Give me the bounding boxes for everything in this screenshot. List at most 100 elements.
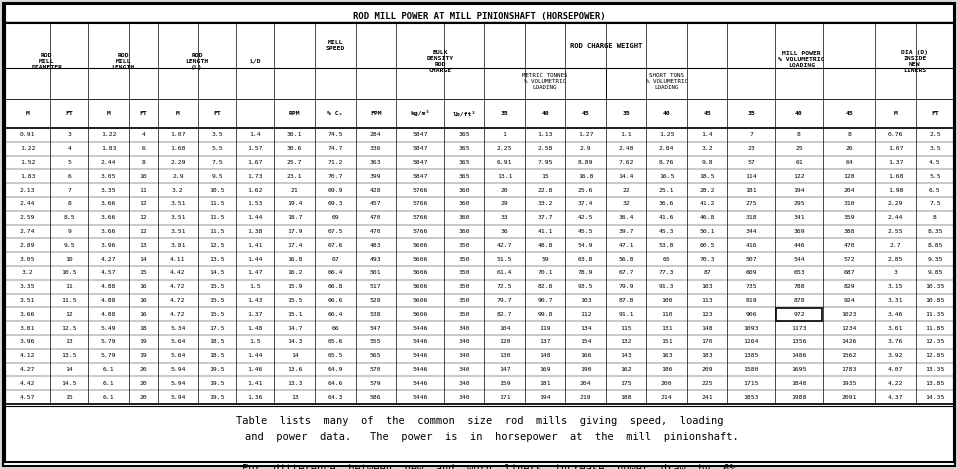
Text: 1580: 1580 [743,367,759,372]
Text: 15.5: 15.5 [210,298,225,303]
Text: 501: 501 [370,271,381,275]
Text: 66.4: 66.4 [328,312,343,317]
Text: 1.36: 1.36 [247,394,263,400]
Bar [776,308,822,321]
Text: M: M [894,111,898,116]
Text: 1173: 1173 [791,325,807,331]
Text: 2.58: 2.58 [537,146,553,151]
Text: 53.8: 53.8 [659,243,674,248]
Text: 284: 284 [370,132,381,137]
Text: 69: 69 [331,215,339,220]
Text: 214: 214 [661,394,673,400]
Text: 171: 171 [499,394,511,400]
Text: 181: 181 [745,188,757,193]
Text: 788: 788 [793,284,805,289]
Text: 16.5: 16.5 [659,174,674,179]
Text: 200: 200 [661,381,673,386]
Text: 56.8: 56.8 [619,257,634,262]
Text: 36: 36 [501,229,509,234]
Text: 360: 360 [458,188,469,193]
Text: 113: 113 [701,298,713,303]
Text: 11.5: 11.5 [210,201,225,206]
Text: 18.5: 18.5 [210,353,225,358]
Text: 151: 151 [661,340,673,344]
Text: 310: 310 [843,201,855,206]
Text: 6.1: 6.1 [103,394,115,400]
Text: 538: 538 [370,312,381,317]
Text: 493: 493 [370,257,381,262]
Text: 340: 340 [458,325,469,331]
Text: 350: 350 [458,312,469,317]
Text: 365: 365 [458,160,469,165]
Text: 14.35: 14.35 [925,394,945,400]
Text: 3.76: 3.76 [888,340,903,344]
Text: 25.6: 25.6 [578,188,593,193]
Text: 340: 340 [458,381,469,386]
Text: 3.66: 3.66 [20,312,35,317]
Text: 14.4: 14.4 [619,174,634,179]
Text: 16.2: 16.2 [287,271,303,275]
Text: 69.9: 69.9 [328,188,343,193]
Text: 340: 340 [458,353,469,358]
Text: 7.5: 7.5 [929,201,941,206]
Text: 547: 547 [370,325,381,331]
Text: 2.5: 2.5 [929,132,941,137]
Text: 924: 924 [843,298,855,303]
Text: 1.43: 1.43 [247,298,263,303]
Text: 8: 8 [847,132,851,137]
Text: 35: 35 [501,111,509,116]
Text: 66.6: 66.6 [328,298,343,303]
Text: 579: 579 [370,381,381,386]
Text: 3.92: 3.92 [888,353,903,358]
Text: % Cₛ: % Cₛ [328,111,343,116]
Text: 1486: 1486 [791,353,807,358]
Text: 3.5: 3.5 [212,132,223,137]
Text: 36.1: 36.1 [287,132,303,137]
Text: 16: 16 [140,284,148,289]
Text: 360: 360 [458,215,469,220]
Text: 2.44: 2.44 [888,215,903,220]
Text: Table  lists  many  of  the  common  size  rod  mills  giving  speed,  loading: Table lists many of the common size rod … [236,416,723,426]
Text: 1.98: 1.98 [888,188,903,193]
Text: 470: 470 [370,229,381,234]
Text: 72.5: 72.5 [497,284,513,289]
Text: ROD
LENGTH
(L): ROD LENGTH (L) [185,53,209,70]
Text: 148: 148 [539,353,551,358]
Text: 20: 20 [140,381,148,386]
Text: 74.7: 74.7 [328,146,343,151]
Text: 37.7: 37.7 [537,215,553,220]
Text: 8.76: 8.76 [659,160,674,165]
Text: 4.27: 4.27 [20,367,35,372]
Text: 1.37: 1.37 [888,160,903,165]
Text: 18.5: 18.5 [210,340,225,344]
Text: 204: 204 [843,188,855,193]
Text: 3.66: 3.66 [101,201,117,206]
Text: 112: 112 [580,312,591,317]
Text: 3.31: 3.31 [888,298,903,303]
Text: 1.83: 1.83 [101,146,117,151]
Text: 350: 350 [458,298,469,303]
Text: 4.72: 4.72 [171,298,186,303]
Text: 15.5: 15.5 [210,312,225,317]
Text: 67.5: 67.5 [328,229,343,234]
Text: 46.8: 46.8 [699,215,715,220]
Text: 4: 4 [142,132,146,137]
Text: 5.94: 5.94 [171,367,186,372]
Text: 4.42: 4.42 [171,271,186,275]
Text: 336: 336 [370,146,381,151]
Text: 6.91: 6.91 [497,160,513,165]
Text: 1.41: 1.41 [247,243,263,248]
Text: 1.68: 1.68 [171,146,186,151]
Text: 11.5: 11.5 [61,298,78,303]
Text: 63.8: 63.8 [578,257,593,262]
Text: 19: 19 [140,340,148,344]
Text: 23.1: 23.1 [287,174,303,179]
Text: 128: 128 [843,174,855,179]
Text: 45.5: 45.5 [578,229,593,234]
Text: 13.6: 13.6 [287,367,303,372]
Text: 1.73: 1.73 [247,174,263,179]
Text: 570: 570 [370,367,381,372]
Text: 1.48: 1.48 [247,325,263,331]
Text: For  ditterence  between  new  and  worn  liners  increase  power  draw  by  6%,: For ditterence between new and worn line… [217,464,742,469]
Text: 1.46: 1.46 [247,367,263,372]
